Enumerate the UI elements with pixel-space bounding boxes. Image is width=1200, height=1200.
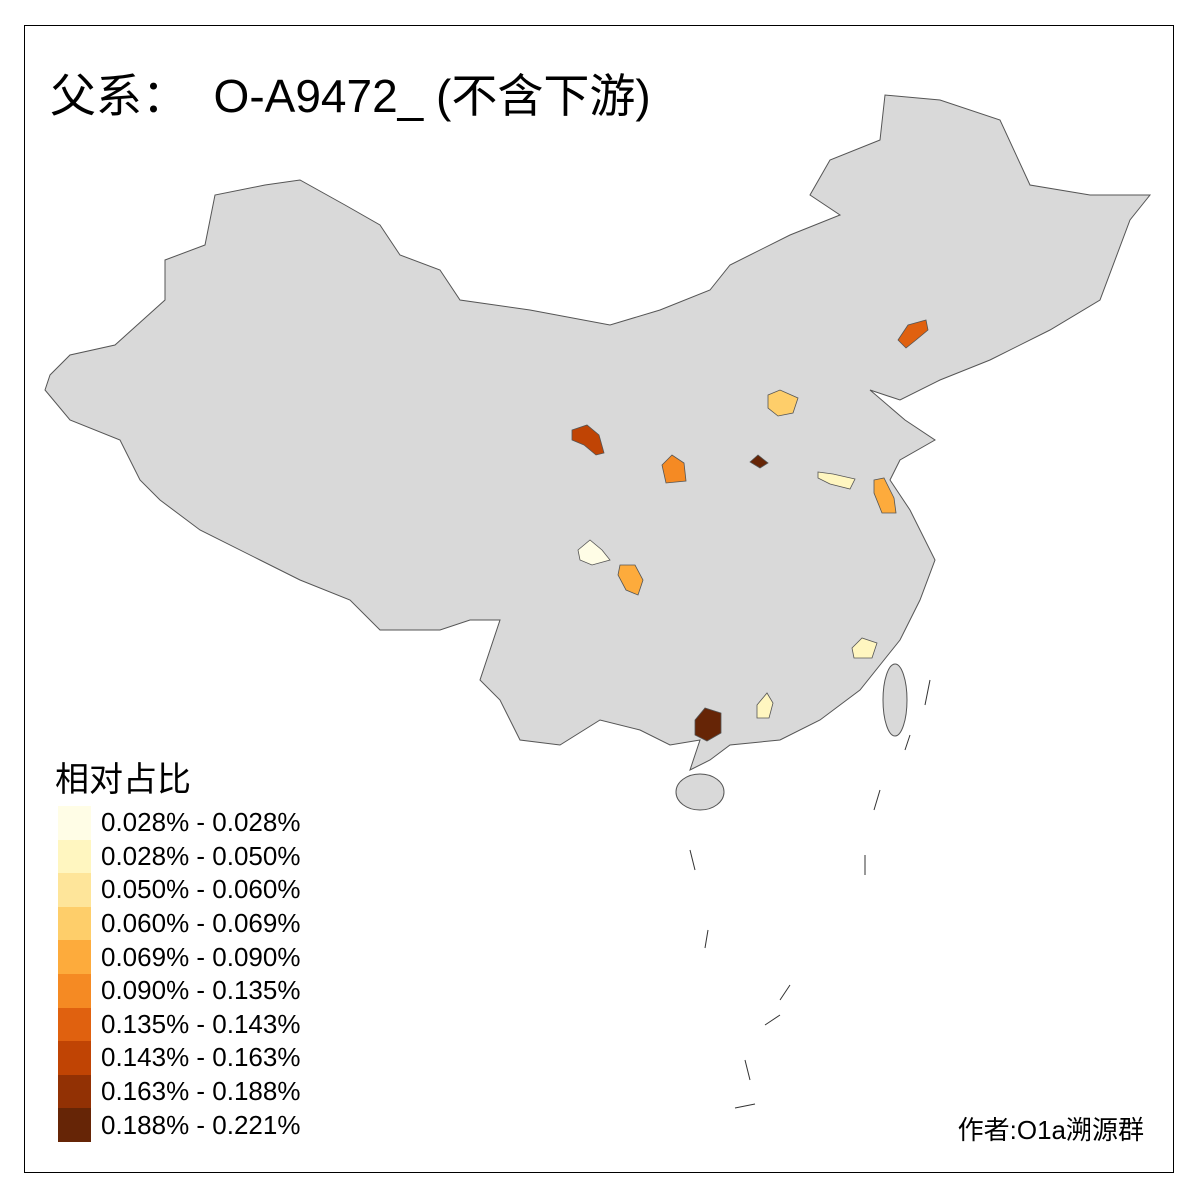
legend-item: 0.135% - 0.143% <box>58 1007 301 1042</box>
legend-item: 0.069% - 0.090% <box>58 940 300 974</box>
legend-label: 0.028% - 0.028% <box>101 807 301 838</box>
legend-item: 0.143% - 0.163% <box>58 1041 300 1075</box>
legend-label: 0.135% - 0.143% <box>101 1008 301 1039</box>
legend-label: 0.188% - 0.221% <box>101 1109 301 1140</box>
legend-title: 相对占比 <box>55 761 191 799</box>
legend-swatch <box>58 1074 91 1109</box>
map-title: 父系： O-A9472_ (不含下游) <box>50 70 651 122</box>
legend: 0.028% - 0.028% 0.028% - 0.050% 0.050% - 0… <box>58 806 300 1142</box>
highlighted-region <box>817 471 856 490</box>
legend-item: 0.028% - 0.028% <box>58 806 300 840</box>
legend-item: 0.028% - 0.050% <box>58 839 301 874</box>
highlighted-region <box>851 637 878 659</box>
highlighted-region <box>617 564 644 596</box>
legend-label: 0.143% - 0.163% <box>101 1042 301 1073</box>
legend-swatch <box>58 940 91 974</box>
legend-swatch <box>58 973 91 1008</box>
china-mainland <box>44 94 1152 771</box>
legend-item: 0.090% - 0.135% <box>58 973 301 1008</box>
legend-swatch <box>58 1108 91 1142</box>
highlighted-region <box>873 477 897 514</box>
south-china-sea-islands <box>689 679 931 1109</box>
taiwan-island <box>882 663 908 737</box>
legend-swatch <box>58 1007 91 1042</box>
legend-label: 0.090% - 0.135% <box>101 975 301 1006</box>
legend-label: 0.050% - 0.060% <box>101 874 301 905</box>
highlighted-region <box>694 707 722 742</box>
highlighted-region <box>577 539 611 566</box>
legend-swatch <box>58 873 91 907</box>
legend-item: 0.050% - 0.060% <box>58 873 300 907</box>
legend-swatch <box>58 806 91 840</box>
legend-label: 0.060% - 0.069% <box>101 908 301 939</box>
map-frame <box>24 25 1174 1173</box>
highlighted-region <box>767 389 799 417</box>
legend-label: 0.028% - 0.050% <box>101 840 301 871</box>
highlighted-region <box>756 692 774 719</box>
legend-item: 0.060% - 0.069% <box>58 906 301 941</box>
legend-item: 0.163% - 0.188% <box>58 1074 301 1109</box>
legend-item: 0.188% - 0.221% <box>58 1108 300 1142</box>
highlighted-region <box>661 454 687 484</box>
legend-swatch <box>58 906 91 941</box>
legend-swatch <box>58 839 91 874</box>
legend-label: 0.069% - 0.090% <box>101 941 301 972</box>
highlighted-region <box>897 319 929 349</box>
legend-swatch <box>58 1041 91 1075</box>
hainan-island <box>675 773 725 811</box>
legend-label: 0.163% - 0.188% <box>101 1076 301 1107</box>
highlighted-region <box>571 424 605 456</box>
author-credit: 作者:O1a溯源群 <box>957 1115 1144 1145</box>
highlighted-region <box>749 454 769 469</box>
